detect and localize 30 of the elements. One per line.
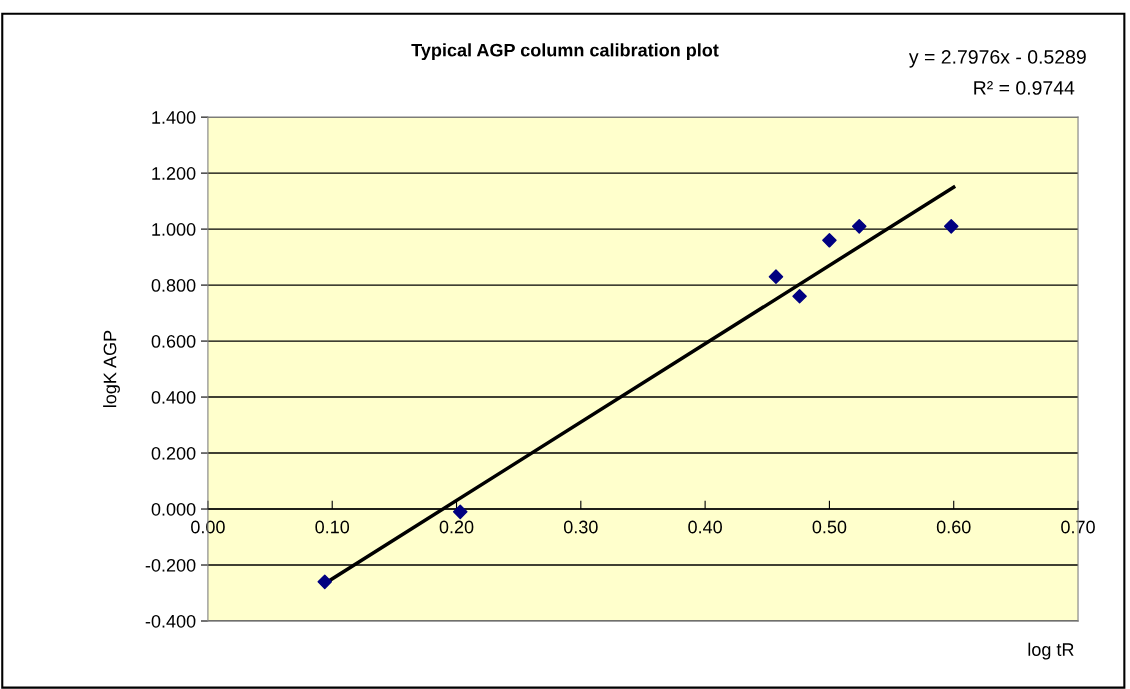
y-tick-label: 0.400	[151, 390, 196, 404]
x-tick-label: 0.00	[191, 520, 225, 534]
x-tick-label: 0.60	[936, 520, 971, 534]
y-tick-label: -0.400	[145, 614, 196, 628]
y-tick-label: -0.200	[145, 558, 196, 572]
y-tick-label: 1.200	[152, 167, 196, 180]
text: y = 2.7976x - 0.5289	[908, 50, 1086, 68]
y-tick-label: 1.400	[152, 111, 196, 124]
point	[822, 233, 837, 248]
y-tick-label: 0.600	[151, 335, 196, 348]
y-tick-label: 0.000	[151, 502, 196, 516]
point	[851, 219, 867, 234]
x-axis-title: log tR	[1028, 642, 1074, 660]
x-tick-label: 0.40	[688, 520, 722, 534]
x-tick-label: 0.10	[315, 520, 350, 534]
point	[317, 574, 333, 590]
x-tick-label: 0.20	[439, 520, 474, 534]
x-tick-label: 0.30	[563, 520, 598, 534]
y-tick-label: 0.800	[151, 279, 196, 292]
y-tick-label: 0.200	[151, 446, 196, 460]
y-axis-title: logK AGP	[103, 330, 120, 407]
point	[943, 219, 959, 234]
x-tick-label: 0.70	[1061, 520, 1095, 534]
point	[792, 288, 807, 304]
chart-title: Typical AGP column calibration plot	[411, 43, 719, 61]
point	[768, 269, 784, 284]
text: R² = 0.9744	[974, 81, 1075, 95]
point	[452, 504, 468, 520]
y-tick-label: 1.000	[152, 223, 196, 236]
x-tick-label: 0.50	[812, 520, 847, 534]
